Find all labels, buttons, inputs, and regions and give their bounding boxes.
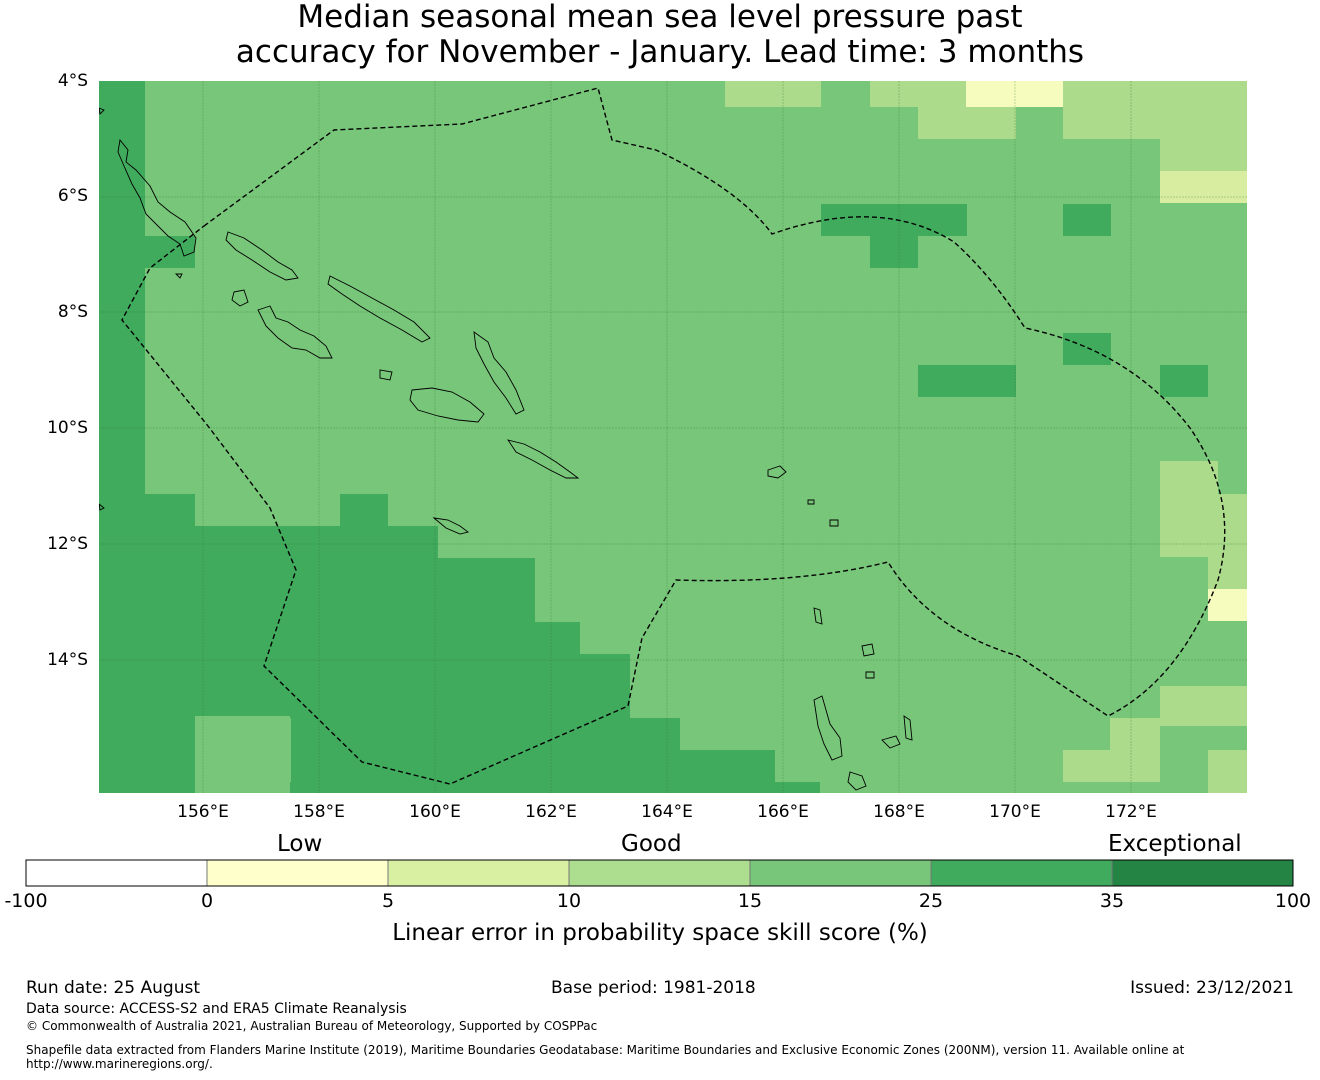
island-rennell [432,517,470,535]
lat-label-4s: 4°S [57,71,88,91]
skill-cell-13 [725,81,821,107]
lon-label-158e: 158°E [293,802,345,822]
issued-date: Issued: 23/12/2021 [1130,978,1294,998]
graticule [99,81,1247,793]
island-santa-isabel [327,275,431,343]
skill-cell-29 [1208,589,1247,621]
skill-cell-26 [1160,461,1218,557]
lon-label-156e: 156°E [177,802,229,822]
lon-label-162e: 162°E [525,802,577,822]
category-exceptional: Exceptional [1108,831,1242,857]
skill-cell-16 [1063,81,1247,139]
island-pentecost [903,715,913,741]
skill-cell-19 [966,81,1063,107]
island-small-6 [174,273,183,279]
category-good: Good [621,831,682,857]
island-small-1 [379,369,393,381]
lon-label-170e: 170°E [989,802,1041,822]
lon-label-166e: 166°E [757,802,809,822]
skill-cell-22 [1063,204,1111,236]
title-line-1: Median seasonal mean sea level pressure … [297,0,1023,35]
island-espiritu-santo [813,695,843,761]
island-small-8 [99,503,105,511]
title-line-2: accuracy for November - January. Lead ti… [235,34,1085,70]
island-choiseul [225,231,299,281]
lat-label-10s: 10°S [47,418,88,438]
island-malekula [881,735,901,749]
island-vella-lavella [231,289,249,307]
lon-label-164e: 164°E [641,802,693,822]
skill-cell-25 [1160,365,1208,397]
cb-tick-25: 25 [918,890,944,912]
skill-cell-4 [290,526,438,793]
skill-cell-31 [1110,718,1160,750]
skill-cell-18 [1160,171,1247,203]
lon-label-168e: 168°E [873,802,925,822]
chart-title: Median seasonal mean sea level pressure … [0,0,1320,70]
island-small-5 [865,671,875,679]
skill-cell-28 [1208,557,1247,589]
skill-cell-6 [435,558,535,793]
skill-cell-23 [1063,333,1111,365]
lon-label-172e: 172°E [1105,802,1157,822]
shapefile-credit-line-2: http://www.marineregions.org/. [26,1057,213,1071]
run-date: Run date: 25 August [26,978,200,998]
cb-tick-35: 35 [1099,890,1125,912]
island-guadalcanal [409,387,485,423]
skill-cell-21 [870,236,918,268]
skill-cell-14 [870,81,966,107]
cb-tick-0: 0 [200,890,214,912]
skill-cell-1 [99,494,195,793]
shapefile-credit-line-1: Shapefile data extracted from Flanders M… [26,1043,1185,1057]
lon-label-160e: 160°E [409,802,461,822]
island-small-4 [807,499,815,505]
island-makira [506,439,580,479]
eez-boundary [121,87,1226,785]
colorbar-label: Linear error in probability space skill … [392,920,928,946]
skill-cell-10 [675,750,775,793]
lat-label-6s: 6°S [57,186,88,206]
island-efate [847,771,867,791]
skill-cell-15 [918,107,1016,139]
skill-cell-5 [340,494,388,526]
copyright: © Commonwealth of Australia 2021, Austra… [26,1019,598,1033]
island-malaita [473,331,525,415]
island-bougainville [117,138,197,257]
coastlines [99,107,913,791]
cb-tick-5: 5 [381,890,395,912]
lat-label-8s: 8°S [57,302,88,322]
category-low: Low [277,831,323,857]
lat-label-12s: 12°S [47,534,88,554]
skill-cell-33 [1208,750,1247,793]
skill-cells [99,81,1247,793]
cb-tick-100: 100 [1274,890,1312,912]
skill-cell-8 [580,654,630,793]
lat-label-14s: 14°S [47,650,88,670]
island-small-2 [767,465,787,479]
skill-cell-24 [918,365,1016,397]
cb-tick-minus100: -100 [4,890,48,912]
island-small-7 [99,107,105,115]
skill-cell-30 [1160,686,1247,726]
skill-cell-20 [821,204,967,236]
skill-cell-12 [195,718,291,782]
cb-tick-10: 10 [556,890,582,912]
island-banks [861,643,875,657]
base-period: Base period: 1981-2018 [551,978,756,998]
skill-cell-17 [1160,139,1247,171]
skill-cell-11 [770,782,820,793]
data-source: Data source: ACCESS-S2 and ERA5 Climate … [26,1001,407,1017]
island-new-georgia [257,305,333,359]
skill-cell-2 [145,236,195,268]
skill-cell-9 [630,718,680,793]
skill-cell-7 [530,622,580,793]
skill-cell-32 [1063,750,1160,782]
island-torres [813,607,823,625]
cb-tick-15: 15 [737,890,763,912]
skill-cell-0 [99,81,145,541]
skill-cell-3 [195,526,293,716]
island-small-3 [829,519,839,527]
